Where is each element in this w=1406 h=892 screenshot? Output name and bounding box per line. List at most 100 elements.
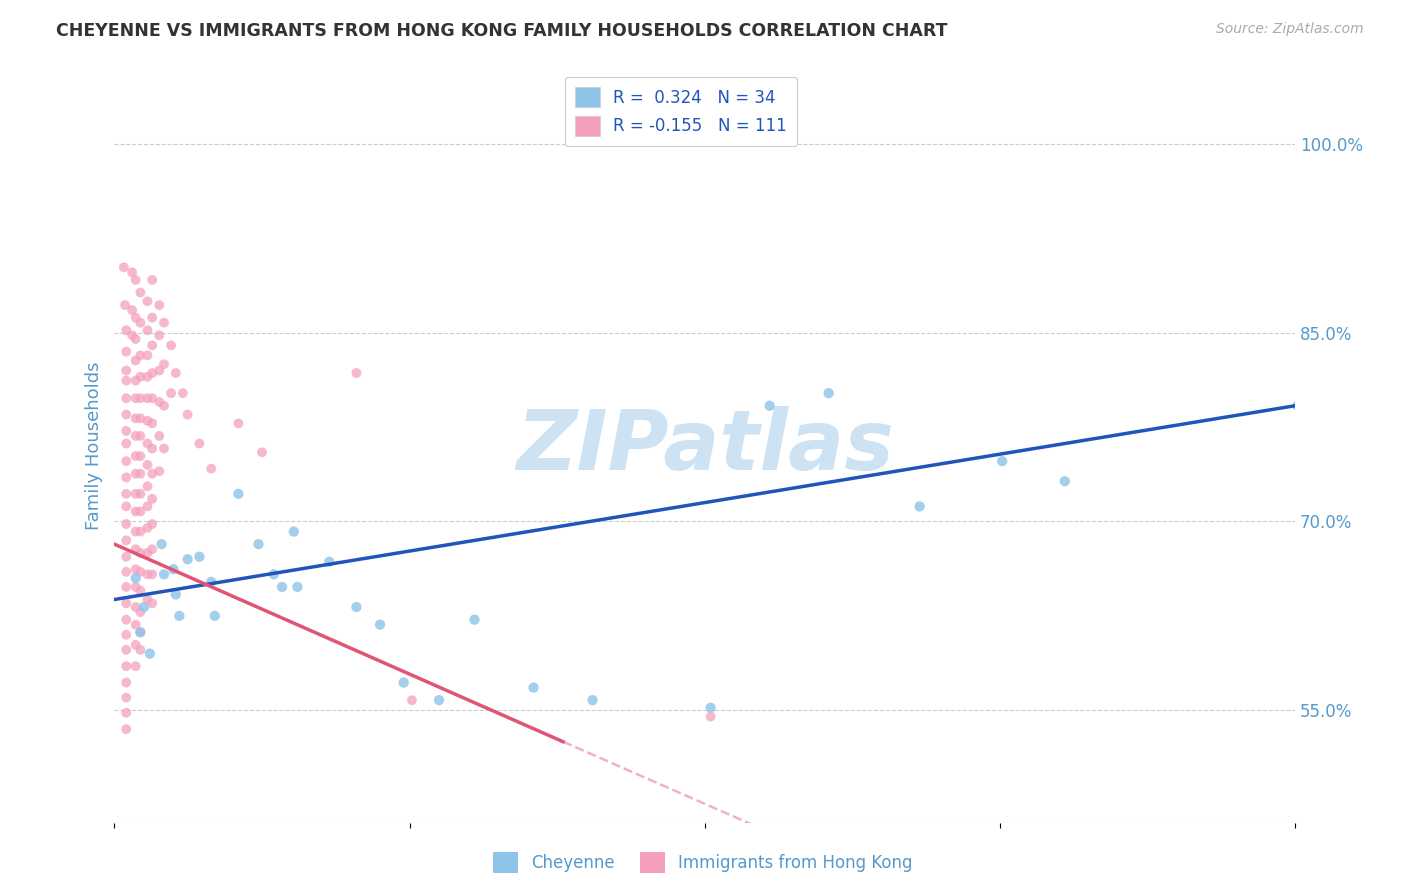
Point [124, 571, 146, 585]
Point [817, 386, 839, 401]
Point [283, 524, 305, 539]
Point [136, 500, 159, 514]
Point [141, 391, 163, 405]
Point [136, 369, 159, 384]
Point [124, 353, 146, 368]
Point [115, 643, 138, 657]
Point [121, 265, 143, 279]
Point [115, 374, 138, 388]
Point [1053, 474, 1076, 488]
Point [1286, 399, 1309, 413]
Point [124, 504, 146, 518]
Point [172, 386, 194, 401]
Point [124, 600, 146, 615]
Point [160, 338, 183, 352]
Point [124, 310, 146, 325]
Point [129, 487, 152, 501]
Point [247, 537, 270, 551]
Point [115, 675, 138, 690]
Point [153, 357, 176, 371]
Point [153, 567, 176, 582]
Point [124, 273, 146, 287]
Point [115, 363, 138, 377]
Point [136, 391, 159, 405]
Point [148, 363, 170, 377]
Point [129, 504, 152, 518]
Point [115, 722, 138, 736]
Point [401, 693, 423, 707]
Point [129, 625, 152, 640]
Point [263, 567, 285, 582]
Point [141, 366, 163, 380]
Point [129, 391, 152, 405]
Point [115, 565, 138, 579]
Point [129, 348, 152, 362]
Point [129, 449, 152, 463]
Point [200, 574, 222, 589]
Point [115, 391, 138, 405]
Point [115, 436, 138, 450]
Point [136, 348, 159, 362]
Point [991, 454, 1014, 468]
Point [129, 316, 152, 330]
Point [463, 613, 485, 627]
Point [148, 298, 170, 312]
Point [115, 690, 138, 705]
Point [129, 565, 152, 579]
Point [124, 467, 146, 481]
Point [129, 546, 152, 560]
Point [115, 628, 138, 642]
Point [129, 429, 152, 443]
Point [346, 366, 368, 380]
Point [148, 328, 170, 343]
Point [141, 338, 163, 352]
Point [115, 706, 138, 720]
Point [115, 408, 138, 422]
Point [124, 638, 146, 652]
Point [141, 567, 163, 582]
Point [124, 487, 146, 501]
Point [188, 436, 211, 450]
Point [136, 458, 159, 472]
Point [124, 524, 146, 539]
Point [132, 600, 155, 615]
Point [124, 562, 146, 576]
Point [204, 608, 226, 623]
Point [129, 643, 152, 657]
Point [129, 369, 152, 384]
Legend: R =  0.324   N = 34, R = -0.155   N = 111: R = 0.324 N = 34, R = -0.155 N = 111 [565, 77, 797, 146]
Point [129, 285, 152, 300]
Point [124, 411, 146, 425]
Point [129, 524, 152, 539]
Point [124, 617, 146, 632]
Point [141, 442, 163, 456]
Point [136, 521, 159, 535]
Point [129, 583, 152, 598]
Point [141, 467, 163, 481]
Point [150, 537, 173, 551]
Point [114, 298, 136, 312]
Point [153, 316, 176, 330]
Point [141, 273, 163, 287]
Point [115, 549, 138, 564]
Point [141, 596, 163, 610]
Point [141, 516, 163, 531]
Point [153, 442, 176, 456]
Point [115, 323, 138, 337]
Point [129, 605, 152, 619]
Point [287, 580, 309, 594]
Point [129, 411, 152, 425]
Text: CHEYENNE VS IMMIGRANTS FROM HONG KONG FAMILY HOUSEHOLDS CORRELATION CHART: CHEYENNE VS IMMIGRANTS FROM HONG KONG FA… [56, 22, 948, 40]
Point [129, 625, 152, 640]
Point [124, 374, 146, 388]
Point [141, 310, 163, 325]
Point [112, 260, 135, 275]
Point [124, 542, 146, 557]
Point [141, 417, 163, 431]
Point [392, 675, 415, 690]
Point [153, 399, 176, 413]
Point [165, 366, 187, 380]
Point [228, 417, 250, 431]
Point [115, 500, 138, 514]
Point [699, 700, 721, 714]
